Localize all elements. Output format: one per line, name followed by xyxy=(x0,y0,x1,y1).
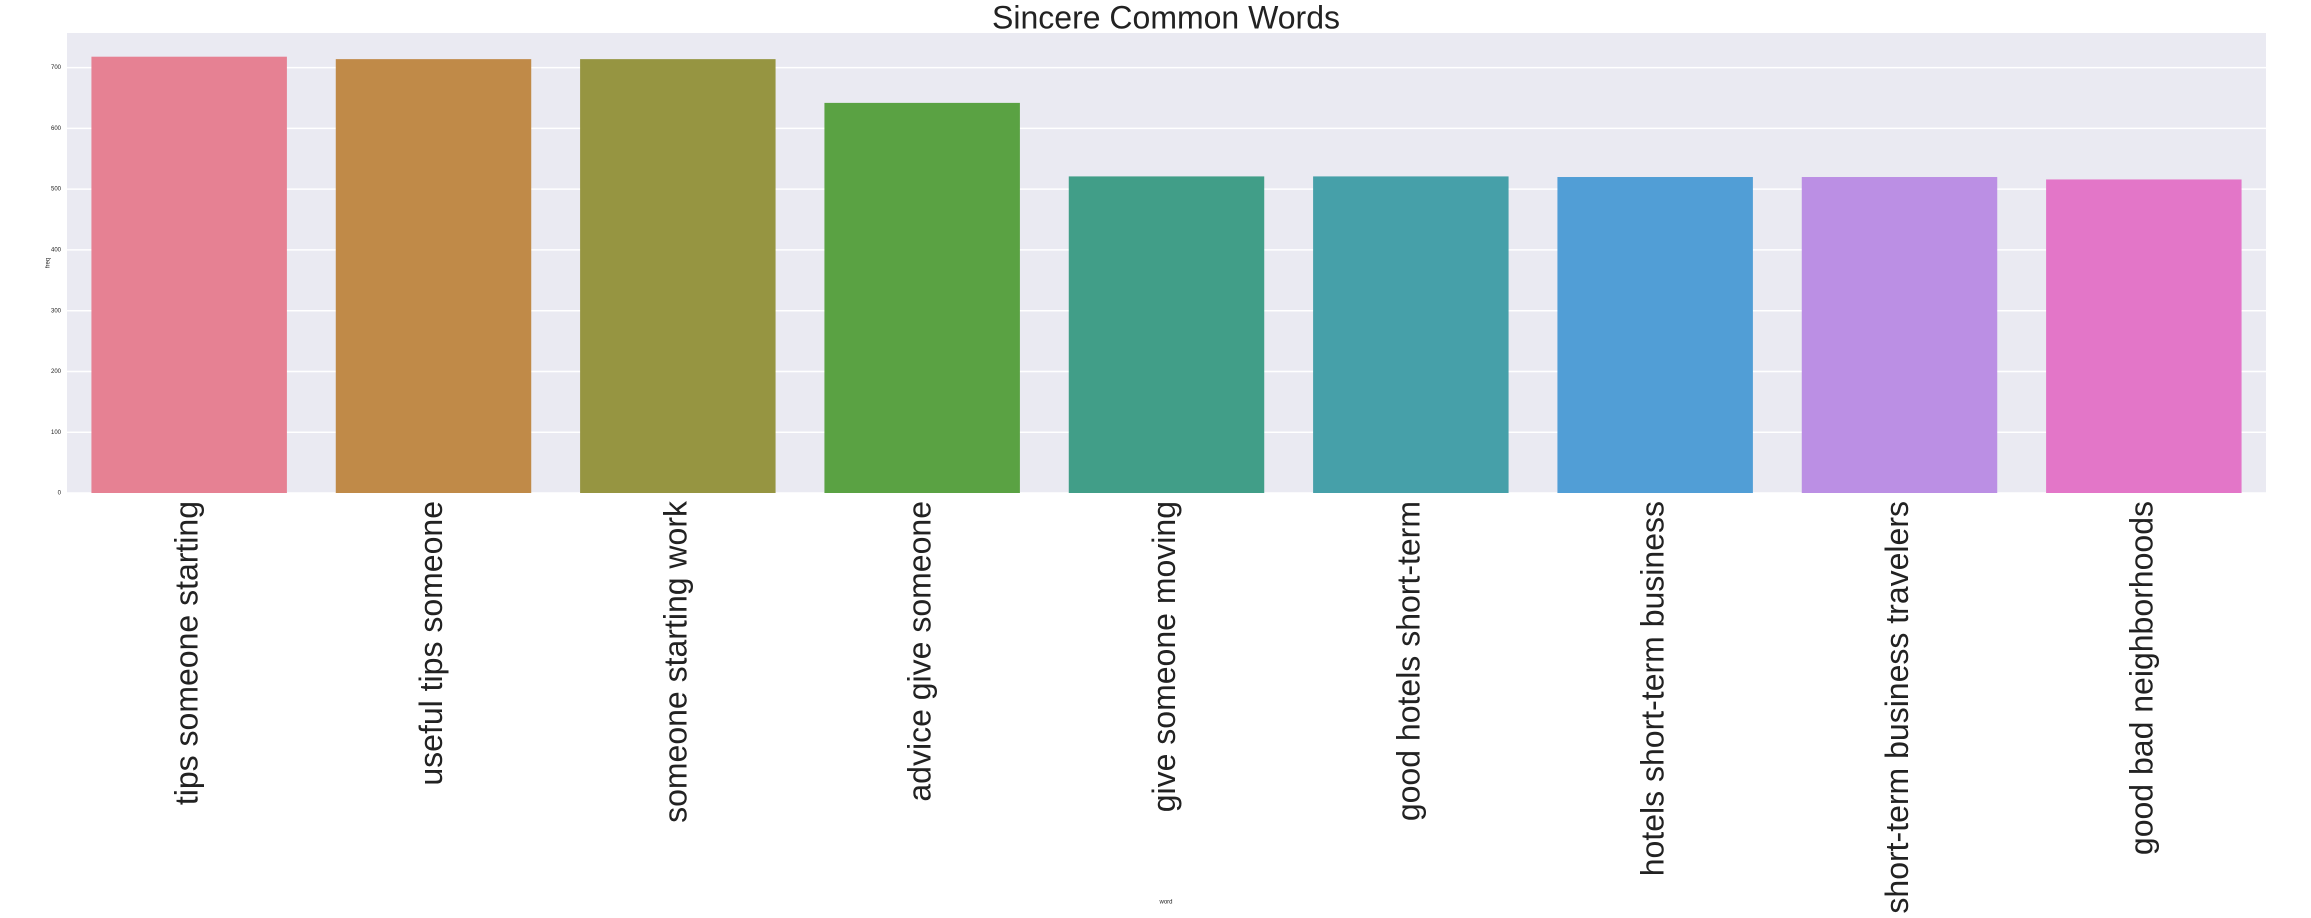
y-tick-label: 100 xyxy=(51,430,62,436)
y-tick-label: 600 xyxy=(51,126,62,132)
y-tick-label: 400 xyxy=(51,248,62,254)
bar xyxy=(2046,179,2242,493)
x-tick-label: tips someone starting xyxy=(169,501,205,805)
x-axis-label: word xyxy=(1158,900,1172,906)
y-tick-label: 500 xyxy=(51,187,62,193)
x-tick-label: advice give someone xyxy=(902,501,938,802)
x-tick-label: give someone moving xyxy=(1146,501,1182,812)
y-tick-label: 0 xyxy=(58,491,62,497)
x-tick-label: hotels short-term business xyxy=(1635,501,1671,876)
x-tick-label: someone starting work xyxy=(657,500,693,823)
x-tick-label: useful tips someone xyxy=(413,501,449,786)
bar xyxy=(335,59,532,494)
chart-title: Sincere Common Words xyxy=(992,0,1340,35)
bar xyxy=(1801,177,1998,493)
bar xyxy=(91,56,287,493)
bar xyxy=(580,59,776,494)
bar xyxy=(1068,176,1265,493)
y-tick-label: 700 xyxy=(51,65,62,71)
x-tick-label: short-term business travelers xyxy=(1879,501,1915,914)
x-tick-label: good hotels short-term xyxy=(1390,501,1426,821)
y-axis-label: freq xyxy=(46,258,52,268)
y-tick-label: 300 xyxy=(51,308,62,314)
x-tick-label: good bad neighborhoods xyxy=(2123,501,2159,855)
y-tick-label: 200 xyxy=(51,369,62,375)
bar xyxy=(1557,177,1753,493)
bar xyxy=(824,102,1020,494)
bar xyxy=(1313,176,1509,493)
